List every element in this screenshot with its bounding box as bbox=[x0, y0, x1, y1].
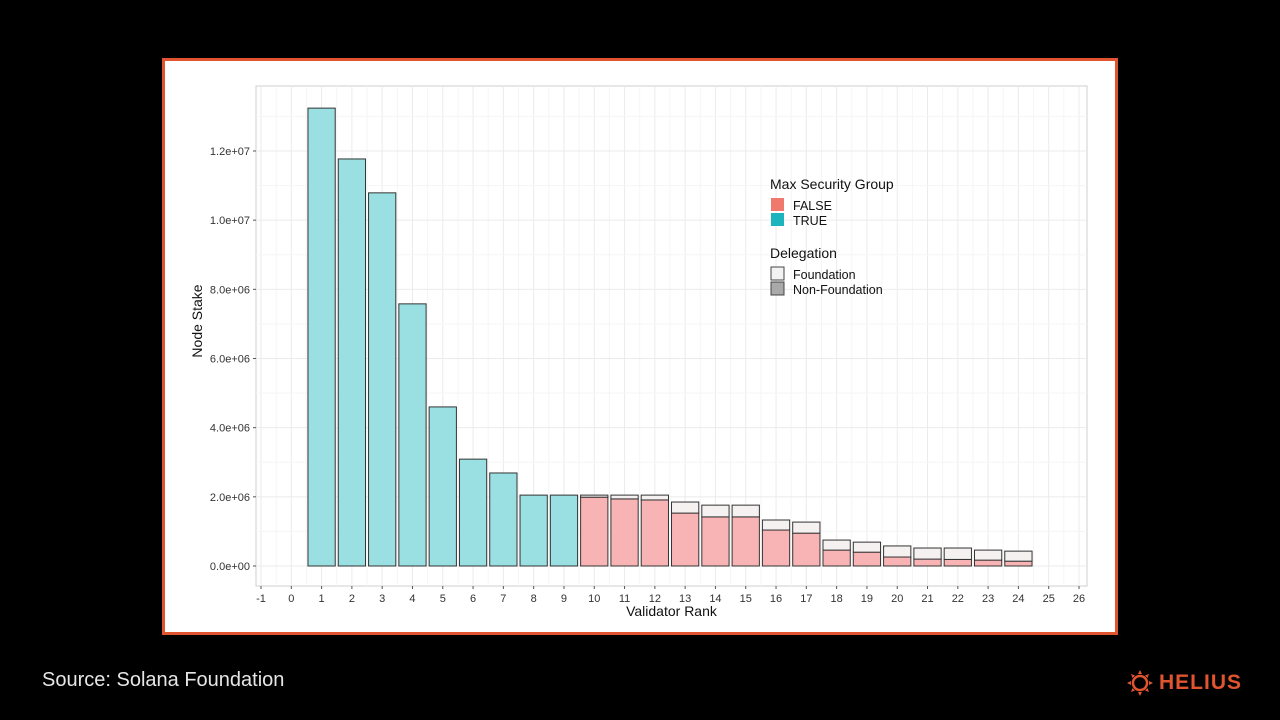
x-tick-label: 20 bbox=[891, 593, 903, 605]
bar-non-foundation bbox=[973, 559, 1003, 567]
x-tick-label: 9 bbox=[561, 593, 567, 605]
x-tick-label: 21 bbox=[921, 593, 933, 605]
x-tick-label: 26 bbox=[1073, 593, 1085, 605]
bar-non-foundation bbox=[731, 516, 760, 567]
source-caption: Source: Solana Foundation bbox=[42, 669, 285, 691]
bar-non-foundation bbox=[943, 558, 972, 567]
x-tick-label: 6 bbox=[470, 593, 476, 605]
legend-swatch-delegation bbox=[770, 281, 785, 296]
bar-foundation bbox=[610, 494, 639, 500]
y-axis-label: Node Stake bbox=[189, 284, 205, 357]
x-tick-label: 1 bbox=[319, 593, 325, 605]
x-tick-label: 10 bbox=[588, 593, 600, 605]
sun-logo-icon bbox=[1127, 670, 1153, 696]
bar-foundation bbox=[913, 547, 942, 560]
x-tick-label: 8 bbox=[531, 593, 537, 605]
x-tick-label: 15 bbox=[740, 593, 752, 605]
bar-non-foundation bbox=[428, 406, 457, 567]
bar-non-foundation bbox=[489, 472, 518, 567]
x-tick-label: 4 bbox=[409, 593, 415, 605]
bar-non-foundation bbox=[398, 303, 427, 567]
x-tick-label: 7 bbox=[500, 593, 506, 605]
y-tick-label: 8.0e+06 bbox=[210, 284, 250, 296]
x-tick-label: 12 bbox=[649, 593, 661, 605]
bar-foundation bbox=[973, 549, 1003, 561]
bar-foundation bbox=[701, 504, 730, 518]
bar-non-foundation bbox=[307, 107, 336, 567]
y-tick-label: 1.0e+07 bbox=[210, 215, 250, 227]
x-tick-label: 3 bbox=[379, 593, 385, 605]
bar-non-foundation bbox=[792, 532, 821, 567]
x-tick-label: 16 bbox=[770, 593, 782, 605]
bar-non-foundation bbox=[883, 556, 912, 567]
bar-non-foundation bbox=[368, 192, 397, 567]
bar-foundation bbox=[943, 547, 972, 560]
bar-foundation bbox=[852, 541, 882, 553]
y-tick-label: 2.0e+06 bbox=[210, 492, 250, 504]
bar-non-foundation bbox=[580, 496, 609, 567]
legend-swatch-true bbox=[771, 213, 784, 226]
y-tick-label: 4.0e+06 bbox=[210, 423, 250, 435]
legend-label: FALSE bbox=[793, 199, 832, 213]
bar-non-foundation bbox=[913, 558, 942, 567]
x-tick-label: 17 bbox=[800, 593, 812, 605]
bar-non-foundation bbox=[458, 458, 488, 567]
x-tick-label: 19 bbox=[861, 593, 873, 605]
bar-foundation bbox=[822, 539, 851, 551]
bar-non-foundation bbox=[701, 516, 730, 567]
bar-non-foundation bbox=[1004, 560, 1033, 567]
x-tick-label: 22 bbox=[952, 593, 964, 605]
helius-logo: HELIUS bbox=[1127, 670, 1242, 696]
y-tick-label: 0.0e+00 bbox=[210, 561, 250, 573]
bar-foundation bbox=[671, 501, 700, 514]
legend-title-group: Max Security Group bbox=[770, 176, 894, 192]
x-tick-label: 24 bbox=[1012, 593, 1024, 605]
bar-non-foundation bbox=[549, 494, 579, 567]
bar-non-foundation bbox=[519, 494, 548, 567]
x-tick-label: 2 bbox=[349, 593, 355, 605]
y-tick-label: 1.2e+07 bbox=[210, 146, 250, 158]
bar-foundation bbox=[1004, 550, 1033, 562]
chart-frame: -1 0 1 2 3 4 5 6 7 8 9 10 11 12 13 14 15 16 17 18 19 20 21 22 23… bbox=[162, 58, 1118, 635]
x-tick-label: 14 bbox=[709, 593, 721, 605]
bar-non-foundation bbox=[640, 499, 669, 567]
x-tick-label: 0 bbox=[288, 593, 294, 605]
x-tick-label: 18 bbox=[831, 593, 843, 605]
bar-foundation bbox=[640, 494, 669, 501]
x-tick-label: 23 bbox=[982, 593, 994, 605]
legend-swatch-delegation bbox=[770, 266, 785, 281]
legend-title-delegation: Delegation bbox=[770, 245, 837, 261]
legend-label: TRUE bbox=[793, 214, 827, 228]
bar-foundation bbox=[580, 494, 609, 498]
legend-label: Non-Foundation bbox=[793, 283, 883, 297]
bar-foundation bbox=[883, 545, 912, 558]
bar-foundation bbox=[792, 521, 821, 534]
y-tick-label: 6.0e+06 bbox=[210, 354, 250, 366]
x-tick-label: 11 bbox=[619, 593, 630, 605]
bar-non-foundation bbox=[610, 498, 639, 567]
x-tick-label: 13 bbox=[679, 593, 691, 605]
bar-chart: -1 0 1 2 3 4 5 6 7 8 9 10 11 12 13 14 15 16 17 18 19 20 21 22 23… bbox=[189, 85, 1088, 619]
bar-foundation bbox=[761, 519, 791, 531]
bar-foundation bbox=[731, 504, 760, 518]
bar-non-foundation bbox=[822, 549, 851, 567]
bar-non-foundation bbox=[761, 529, 791, 567]
logo-text: HELIUS bbox=[1159, 671, 1243, 694]
legend-swatch-false bbox=[771, 198, 784, 211]
bar-non-foundation bbox=[337, 158, 367, 567]
x-tick-label: -1 bbox=[256, 593, 266, 605]
bar-non-foundation bbox=[852, 551, 882, 567]
legend-label: Foundation bbox=[793, 268, 856, 282]
x-tick-label: 5 bbox=[440, 593, 446, 605]
x-tick-label: 25 bbox=[1043, 593, 1055, 605]
x-axis-label: Validator Rank bbox=[626, 603, 718, 619]
bar-non-foundation bbox=[671, 512, 700, 567]
